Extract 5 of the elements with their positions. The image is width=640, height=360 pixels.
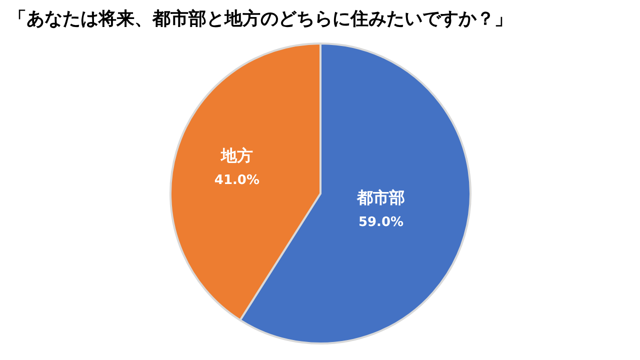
data-label: 41.0% [214, 173, 260, 188]
slice-label: 地方 [220, 146, 253, 166]
chart-title: 「あなたは将来、都市部と地方のどちらに住みたいですか？」 [8, 8, 512, 30]
data-label: 59.0% [358, 215, 404, 230]
slice-label: 都市部 [356, 188, 405, 208]
